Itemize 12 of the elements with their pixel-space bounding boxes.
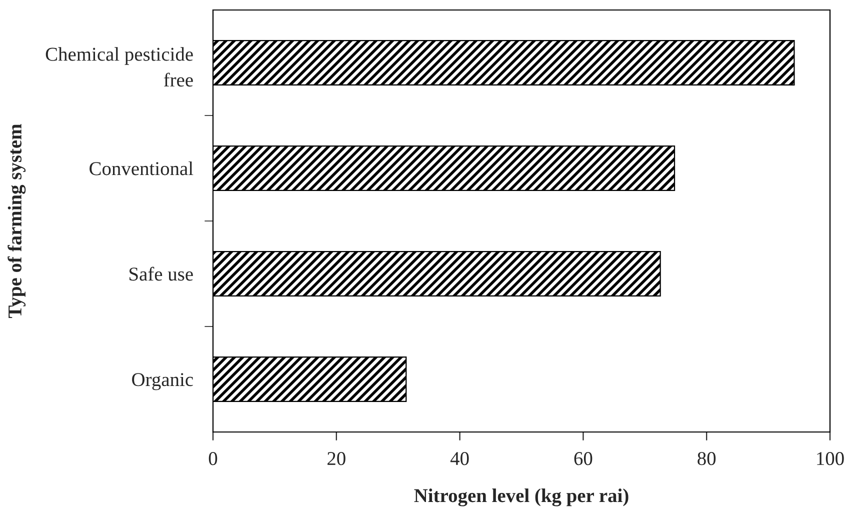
y-tick-label: Conventional (90, 162, 194, 176)
x-axis-title: Nitrogen level (kg per rai) (414, 488, 628, 506)
y-axis-title: Type of farming system (8, 124, 26, 318)
x-tick-label: 0 (208, 452, 218, 466)
x-tick-label: 80 (698, 452, 716, 466)
x-tick-label: 100 (817, 452, 844, 466)
y-tick-label: Safe use (130, 266, 193, 281)
x-tick-label: 60 (574, 452, 592, 466)
x-tick-label: 20 (328, 452, 346, 466)
y-tick-label: Chemical pesticide free (46, 47, 193, 87)
x-tick-label: 40 (450, 452, 469, 466)
y-tick-label: Organic (132, 373, 193, 390)
